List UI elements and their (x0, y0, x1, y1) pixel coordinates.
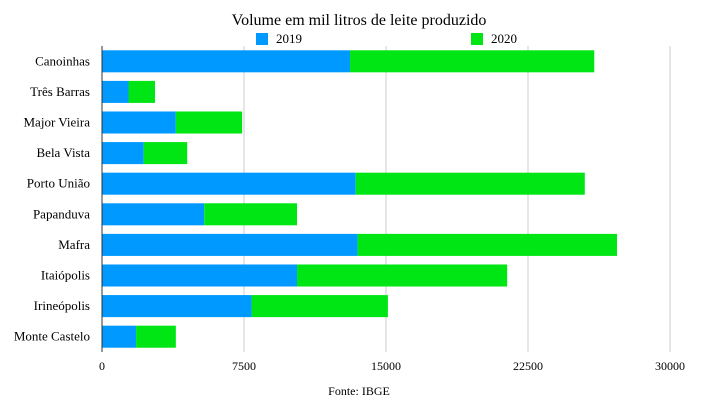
legend-swatch-2019 (256, 33, 268, 45)
bar-canoinhas-2020 (350, 50, 595, 73)
bar-três-barras-2020 (128, 80, 156, 103)
bar-itaiópolis-2019 (102, 264, 298, 287)
category-label: Canoinhas (35, 53, 90, 68)
bar-porto-união-2019 (102, 172, 356, 195)
source-note: Fonte: IBGE (328, 384, 390, 398)
bar-itaiópolis-2020 (297, 264, 508, 287)
legend-item-2020: 2020 (471, 31, 517, 47)
legend-label-2020: 2020 (491, 31, 517, 46)
bar-bela-vista-2019 (102, 142, 144, 165)
bar-monte-castelo-2020 (136, 325, 176, 348)
bar-porto-união-2020 (355, 172, 585, 195)
category-label: Papanduva (33, 206, 90, 221)
bar-major-vieira-2019 (102, 111, 176, 134)
bar-canoinhas-2019 (102, 50, 351, 73)
legend-label-2019: 2019 (276, 31, 302, 46)
x-tick-label: 7500 (232, 359, 256, 373)
bar-mafra-2019 (102, 233, 358, 256)
category-label: Bela Vista (37, 145, 91, 160)
category-label: Itaiópolis (41, 268, 90, 283)
bar-major-vieira-2020 (175, 111, 243, 134)
bar-bela-vista-2020 (143, 142, 188, 165)
category-label: Major Vieira (24, 115, 91, 130)
x-tick-label: 22500 (513, 359, 543, 373)
bar-papanduva-2019 (102, 203, 205, 226)
x-tick-label: 0 (99, 359, 105, 373)
x-tick-label: 15000 (371, 359, 401, 373)
bar-irineópolis-2020 (251, 295, 388, 318)
bar-três-barras-2019 (102, 80, 129, 103)
legend-item-2019: 2019 (256, 31, 302, 47)
bar-irineópolis-2019 (102, 295, 252, 318)
category-label: Três Barras (30, 84, 90, 99)
bar-papanduva-2020 (204, 203, 298, 226)
category-label: Porto União (27, 176, 90, 191)
category-label: Monte Castelo (14, 329, 90, 344)
chart-title: Volume em mil litros de leite produzido (231, 12, 487, 29)
bar-mafra-2020 (357, 233, 617, 256)
category-label: Irineópolis (34, 298, 90, 313)
category-label: Mafra (58, 237, 90, 252)
legend-swatch-2020 (471, 33, 483, 45)
x-tick-label: 30000 (655, 359, 685, 373)
bar-monte-castelo-2019 (102, 325, 137, 348)
